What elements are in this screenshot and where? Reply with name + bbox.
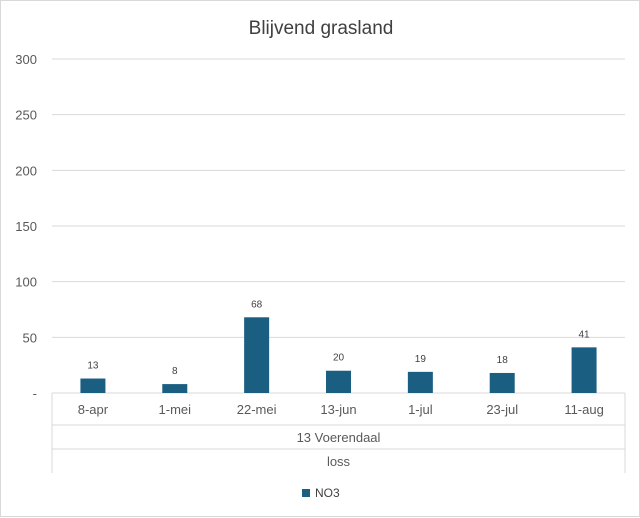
- y-tick-label: -: [33, 386, 37, 401]
- bar: [407, 371, 433, 393]
- group-label-loss: loss: [327, 454, 351, 469]
- legend: NO3: [302, 486, 340, 500]
- legend-swatch: [302, 489, 310, 497]
- y-tick-label: 50: [23, 330, 37, 345]
- data-label: 18: [497, 355, 509, 366]
- bar: [571, 347, 597, 393]
- chart-title: Blijvend grasland: [249, 18, 394, 39]
- legend-label: NO3: [315, 486, 340, 500]
- y-tick-label: 150: [15, 219, 37, 234]
- group-label-location: 13 Voerendaal: [297, 430, 381, 445]
- data-label: 8: [172, 366, 178, 377]
- x-tick-label: 8-apr: [78, 402, 109, 417]
- x-tick-label: 1-mei: [159, 402, 192, 417]
- x-tick-label: 1-jul: [408, 402, 433, 417]
- data-label: 19: [415, 354, 427, 365]
- bar: [489, 372, 515, 393]
- bar: [326, 370, 351, 393]
- y-tick-label: 250: [15, 108, 37, 123]
- bar: [244, 317, 270, 393]
- data-label: 41: [579, 329, 591, 340]
- x-tick-label: 11-aug: [564, 402, 604, 417]
- y-tick-label: 100: [15, 275, 37, 290]
- data-labels: 13 8 68 20 19 18 41: [87, 299, 590, 377]
- data-label: 13: [87, 361, 99, 372]
- y-tick-label: 200: [15, 163, 37, 178]
- gridlines: [52, 58, 625, 394]
- x-tick-label: 22-mei: [237, 402, 277, 417]
- y-tick-label: 300: [15, 52, 37, 67]
- data-label: 68: [251, 299, 263, 310]
- x-tick-label: 13-jun: [320, 402, 356, 417]
- bar: [80, 378, 106, 393]
- x-axis: 8-apr 1-mei 22-mei 13-jun 1-jul 23-jul 11-aug 1…: [51, 393, 626, 473]
- y-axis: - 50 100 150 200 250 300: [15, 52, 37, 401]
- bar: [162, 384, 188, 393]
- data-label: 20: [333, 353, 345, 364]
- bars: [80, 317, 597, 393]
- x-tick-label: 23-jul: [486, 402, 518, 417]
